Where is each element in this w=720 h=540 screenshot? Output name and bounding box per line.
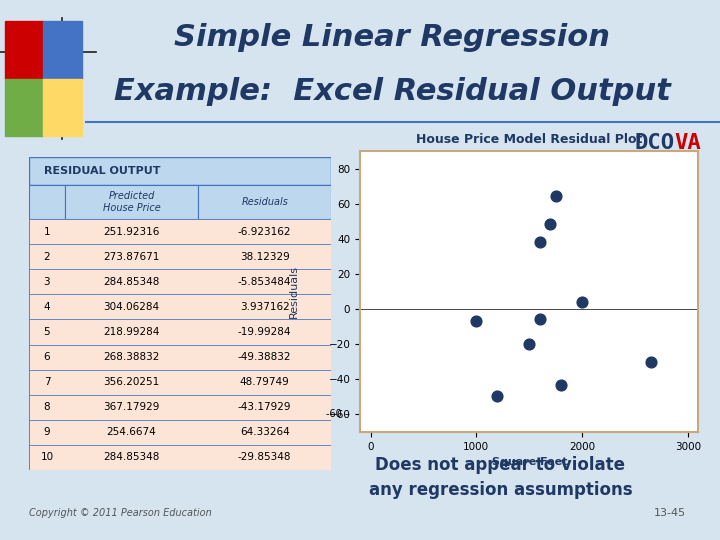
Point bbox=[555, 381, 567, 389]
Point bbox=[523, 340, 535, 348]
Point bbox=[534, 238, 546, 247]
X-axis label: Square Feet: Square Feet bbox=[492, 457, 567, 467]
Title: House Price Model Residual Plot: House Price Model Residual Plot bbox=[416, 133, 642, 146]
Text: 6: 6 bbox=[44, 352, 50, 362]
Bar bbox=[5, 22, 43, 79]
Bar bbox=[43, 79, 81, 136]
Point bbox=[550, 192, 562, 200]
Point bbox=[492, 392, 503, 400]
Bar bbox=[29, 185, 65, 219]
Bar bbox=[29, 345, 331, 369]
Text: Does not appear to violate
any regression assumptions: Does not appear to violate any regressio… bbox=[369, 456, 632, 499]
Bar bbox=[43, 22, 81, 79]
Text: 2: 2 bbox=[44, 252, 50, 262]
Bar bbox=[198, 185, 331, 219]
Text: -29.85348: -29.85348 bbox=[238, 453, 292, 462]
Bar bbox=[29, 445, 331, 470]
Point bbox=[534, 315, 546, 324]
Text: -60 –: -60 – bbox=[325, 409, 349, 420]
Bar bbox=[65, 185, 198, 219]
Bar bbox=[29, 395, 331, 420]
Text: 367.17929: 367.17929 bbox=[104, 402, 160, 412]
Point bbox=[544, 219, 556, 228]
Bar bbox=[29, 320, 331, 345]
Text: 3: 3 bbox=[44, 277, 50, 287]
Point bbox=[471, 317, 482, 326]
Text: Simple Linear Regression: Simple Linear Regression bbox=[174, 23, 611, 52]
Text: Copyright © 2011 Pearson Education: Copyright © 2011 Pearson Education bbox=[29, 508, 212, 518]
Bar bbox=[29, 294, 331, 320]
Text: 64.33264: 64.33264 bbox=[240, 427, 289, 437]
Text: 13-45: 13-45 bbox=[654, 508, 685, 518]
Text: 284.85348: 284.85348 bbox=[104, 453, 160, 462]
Bar bbox=[29, 157, 331, 185]
Text: Example:  Excel Residual Output: Example: Excel Residual Output bbox=[114, 77, 671, 106]
Bar bbox=[29, 219, 331, 244]
Text: -5.853484: -5.853484 bbox=[238, 277, 292, 287]
Bar bbox=[29, 369, 331, 395]
Text: VA: VA bbox=[675, 133, 701, 153]
Text: 1: 1 bbox=[44, 227, 50, 237]
Text: -6.923162: -6.923162 bbox=[238, 227, 292, 237]
Text: Residuals: Residuals bbox=[241, 197, 288, 207]
Text: Predicted
House Price: Predicted House Price bbox=[103, 191, 161, 213]
Text: -19.99284: -19.99284 bbox=[238, 327, 292, 337]
Bar bbox=[29, 269, 331, 294]
Text: 4: 4 bbox=[44, 302, 50, 312]
Text: 251.92316: 251.92316 bbox=[104, 227, 160, 237]
Text: -49.38832: -49.38832 bbox=[238, 352, 292, 362]
Bar bbox=[5, 79, 43, 136]
Point bbox=[576, 298, 588, 307]
Bar bbox=[29, 244, 331, 269]
Text: 48.79749: 48.79749 bbox=[240, 377, 289, 387]
Text: 254.6674: 254.6674 bbox=[107, 427, 156, 437]
Text: 304.06284: 304.06284 bbox=[104, 302, 160, 312]
Text: 3.937162: 3.937162 bbox=[240, 302, 289, 312]
Text: -43.17929: -43.17929 bbox=[238, 402, 292, 412]
Point bbox=[645, 357, 657, 366]
Text: 8: 8 bbox=[44, 402, 50, 412]
Bar bbox=[29, 420, 331, 445]
Text: 268.38832: 268.38832 bbox=[104, 352, 160, 362]
Text: RESIDUAL OUTPUT: RESIDUAL OUTPUT bbox=[44, 166, 161, 176]
Text: DCO: DCO bbox=[634, 133, 675, 153]
Text: 9: 9 bbox=[44, 427, 50, 437]
Text: 356.20251: 356.20251 bbox=[104, 377, 160, 387]
Text: 273.87671: 273.87671 bbox=[104, 252, 160, 262]
Text: 38.12329: 38.12329 bbox=[240, 252, 289, 262]
Text: 218.99284: 218.99284 bbox=[104, 327, 160, 337]
Text: 5: 5 bbox=[44, 327, 50, 337]
Text: 10: 10 bbox=[40, 453, 53, 462]
Text: 284.85348: 284.85348 bbox=[104, 277, 160, 287]
Text: 7: 7 bbox=[44, 377, 50, 387]
Y-axis label: Residuals: Residuals bbox=[289, 265, 299, 318]
